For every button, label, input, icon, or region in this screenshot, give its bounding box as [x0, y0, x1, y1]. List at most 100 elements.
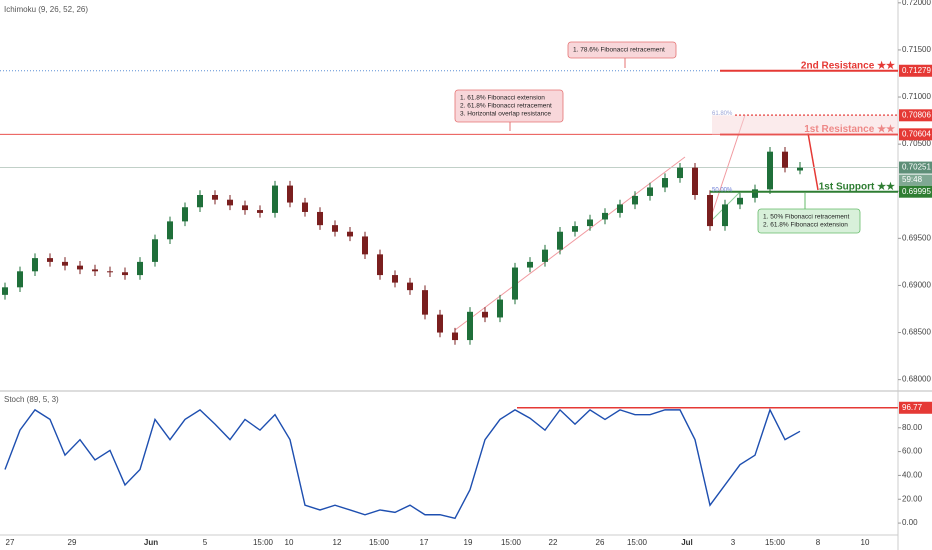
x-tick-label: 15:00	[627, 538, 648, 547]
candle-body	[302, 202, 308, 212]
price-label: 80.00	[902, 423, 923, 432]
candle-body	[602, 212, 608, 220]
annotation-text: 2. 61.8% Fibonacci extension	[763, 222, 848, 229]
candle-body	[752, 189, 758, 198]
price-label: 0.70500	[902, 139, 931, 148]
price-label: 60.00	[902, 447, 923, 456]
annotation-text: 1. 50% Fibonacci retracement	[763, 214, 850, 221]
price-label: 0.70806	[902, 110, 931, 119]
projection-arrow	[807, 132, 819, 191]
annotation-box	[454, 89, 564, 123]
price-label: 0.72000	[902, 0, 931, 7]
candle-body	[122, 272, 128, 276]
candle-body	[107, 271, 113, 273]
candle-body	[497, 299, 503, 318]
annotation-text: 1. 78.6% Fibonacci retracement	[573, 47, 665, 54]
candle-body	[347, 231, 353, 237]
candle-body	[677, 167, 683, 179]
annotation-text: 1. 61.8% Fibonacci extension	[460, 95, 545, 102]
x-tick-label: 10	[861, 538, 870, 547]
countdown: 59:48	[902, 175, 923, 184]
candle-body	[482, 311, 488, 318]
candle-body	[227, 199, 233, 206]
price-label: 0.00	[902, 518, 918, 527]
candle-body	[467, 311, 473, 341]
annotation-box	[757, 208, 861, 234]
price-label: 0.71500	[902, 45, 931, 54]
price-label-bg	[899, 401, 932, 414]
candle-body	[362, 236, 368, 255]
candle-body	[377, 254, 383, 276]
x-tick-label: 15:00	[369, 538, 390, 547]
candle-body	[317, 211, 323, 226]
candle-body	[332, 225, 338, 232]
candle-body	[2, 287, 8, 295]
price-label: 0.69000	[902, 281, 931, 290]
candle-body	[572, 226, 578, 232]
x-tick-label: 26	[596, 538, 605, 547]
price-label: 0.68000	[902, 375, 931, 384]
candle-body	[212, 195, 218, 200]
x-tick-label: Jul	[681, 538, 693, 547]
stoch-pane-title: Stoch (89, 5, 3)	[4, 395, 59, 404]
price-label-bg	[899, 128, 932, 141]
candle-body	[257, 210, 263, 213]
candle-body	[557, 231, 563, 250]
fib-zone	[712, 115, 898, 135]
price-pane-title: Ichimoku (9, 26, 52, 26)	[4, 5, 88, 14]
candle-body	[47, 258, 53, 262]
x-tick-label: 12	[333, 538, 342, 547]
fib-label: 50.00%	[712, 187, 733, 193]
x-tick-label: 5	[203, 538, 208, 547]
x-tick-label: 19	[464, 538, 473, 547]
candle-body	[767, 151, 773, 190]
x-tick-label: 8	[816, 538, 821, 547]
candle-body	[17, 271, 23, 288]
candle-body	[662, 178, 668, 188]
candle-body	[692, 167, 698, 195]
candle-body	[287, 185, 293, 203]
candle-body	[632, 195, 638, 205]
price-label-bg	[899, 161, 932, 174]
x-tick-label: 15:00	[501, 538, 522, 547]
price-label: 0.69500	[902, 233, 931, 242]
price-label: 0.70604	[902, 129, 931, 138]
candle-body	[512, 267, 518, 300]
candle-body	[647, 187, 653, 196]
level-label: 1st Support ★★	[819, 181, 895, 192]
candle-body	[737, 197, 743, 205]
annotation-text: 3. Horizontal overlap resistance	[460, 111, 551, 118]
x-tick-label: 22	[549, 538, 558, 547]
candle-body	[797, 167, 803, 171]
candle-body	[137, 261, 143, 276]
level-label: 2nd Resistance ★★	[801, 60, 895, 71]
candle-body	[422, 290, 428, 315]
countdown-bg	[899, 174, 932, 186]
price-label: 0.71279	[902, 66, 931, 75]
candle-body	[407, 282, 413, 291]
candle-body	[92, 269, 98, 272]
price-label-bg	[899, 109, 932, 122]
candle-body	[152, 239, 158, 262]
price-label: 40.00	[902, 471, 923, 480]
x-tick-label: 29	[68, 538, 77, 547]
candle-body	[617, 204, 623, 213]
price-label: 0.70251	[902, 163, 931, 172]
candle-body	[542, 249, 548, 262]
fib-label: 61.80%	[712, 111, 733, 117]
candle-body	[167, 221, 173, 240]
candle-body	[272, 185, 278, 213]
candle-body	[782, 151, 788, 168]
candle-body	[62, 261, 68, 266]
annotation-text: 2. 61.8% Fibonacci retracement	[460, 103, 552, 110]
price-label: 96.77	[902, 403, 923, 412]
x-tick-label: 3	[731, 538, 736, 547]
price-label-bg	[899, 185, 932, 198]
candle-body	[587, 219, 593, 227]
candle-body	[242, 205, 248, 211]
candle-body	[707, 195, 713, 227]
price-label-bg	[899, 64, 932, 77]
candle-body	[392, 275, 398, 283]
x-tick-label: 15:00	[253, 538, 274, 547]
